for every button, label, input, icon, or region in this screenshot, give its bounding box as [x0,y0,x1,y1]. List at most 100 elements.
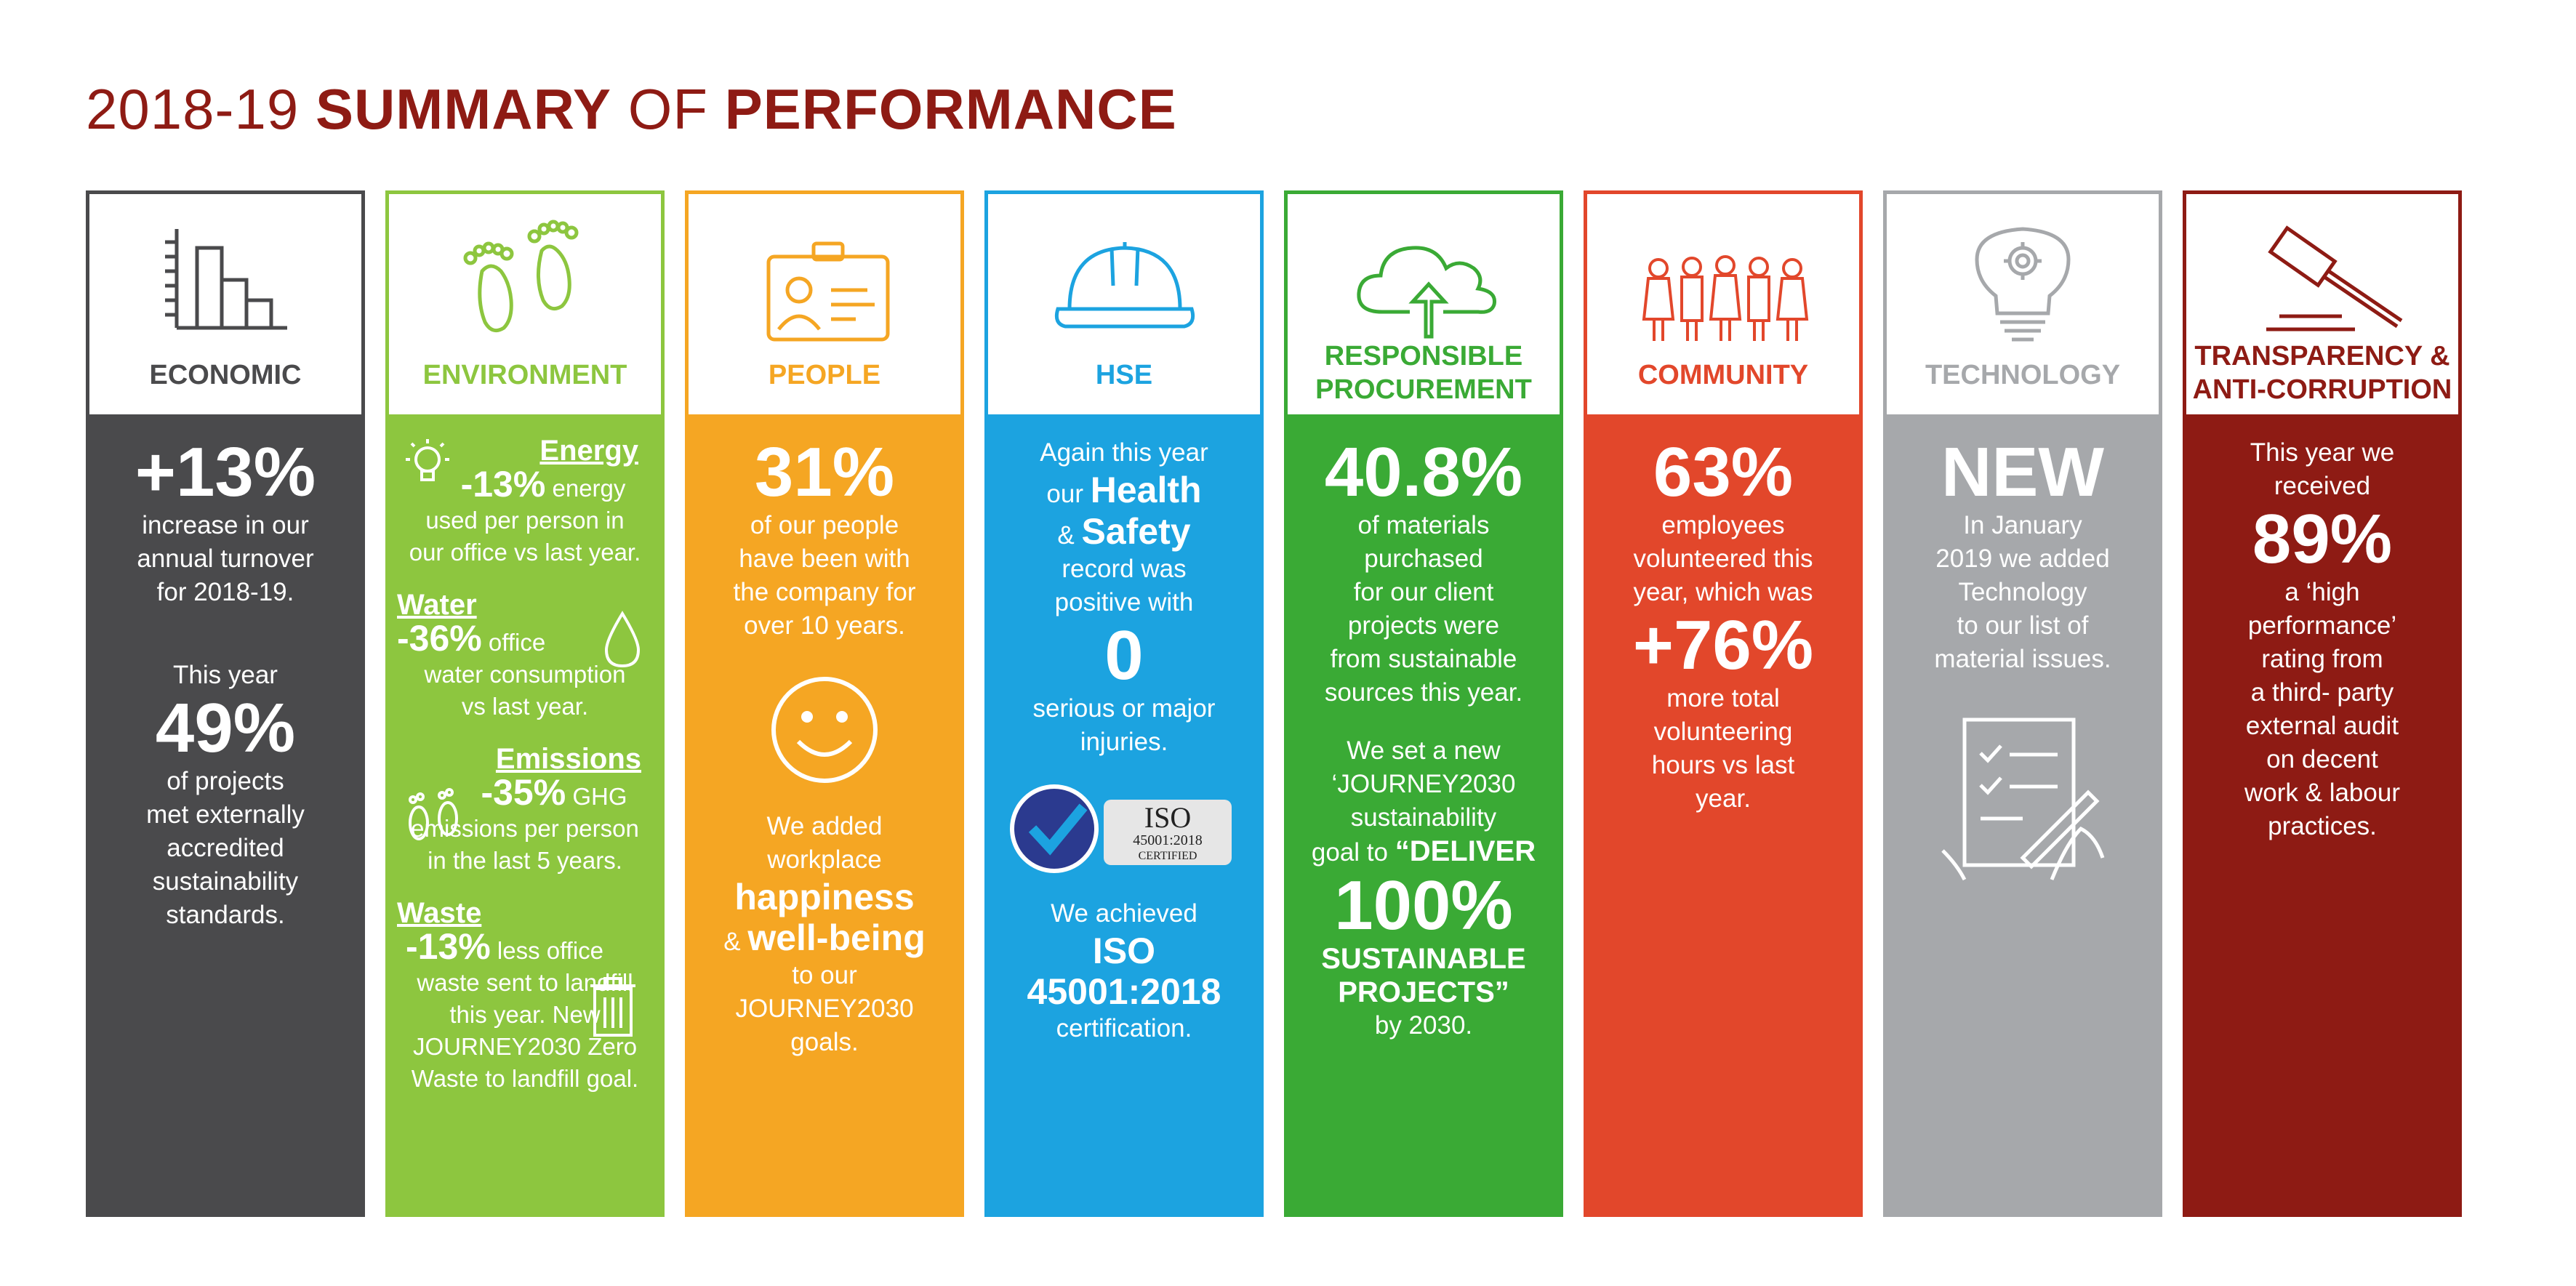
procurement-text: purchased [1364,544,1483,573]
transparency-body: This year we received 89% a ‘high perfor… [2183,414,2462,1217]
emissions-text: in the last 5 years. [428,847,622,874]
environment-label: ENVIRONMENT [422,360,627,390]
people-text: of our people [750,511,899,539]
column-people: PEOPLE 31% of our people have been with … [685,190,964,1217]
water-value: -36% [397,618,482,659]
economic-label: ECONOMIC [149,360,302,390]
community-text: more total [1666,684,1780,712]
technology-text: Technology [1958,578,2087,606]
waste-text: Waste to landfill goal. [411,1065,639,1092]
iso-mark-text: ISO [1144,801,1191,834]
people-body: 31% of our people have been with the com… [685,414,964,1217]
transparency-text: rating from [2261,645,2383,673]
procurement-body: 40.8% of materials purchased for our cli… [1284,414,1563,1217]
transparency-text: a ‘high [2284,578,2360,606]
technology-text: In January [1963,511,2082,539]
energy-heading: Energy [539,435,638,467]
community-hours-value: +76% [1632,606,1814,684]
people-happiness-text: happiness [734,877,915,917]
title-year: 2018-19 [86,77,300,141]
people-text: We added [766,812,883,840]
procurement-text: from sustainable [1330,645,1517,673]
waste-value: -13% [406,926,491,967]
people-text: over 10 years. [744,611,905,640]
community-text: year. [1696,784,1751,813]
environment-header: ENVIRONMENT [385,190,665,414]
column-procurement: RESPONSIBLE PROCUREMENT 40.8% of materia… [1284,190,1563,1217]
community-text: employees [1661,511,1785,539]
technology-label: TECHNOLOGY [1925,360,2121,390]
transparency-label-line2: ANTI-CORRUPTION [2192,374,2452,405]
economic-projects-value: 49% [155,689,296,767]
procurement-label-line2: PROCUREMENT [1315,374,1532,405]
hse-text: serious or major [1032,694,1216,723]
people-text: the company for [733,578,916,606]
economic-turnover-value: +13% [135,433,316,511]
procurement-deliver-text: “DELIVER [1395,835,1536,867]
people-label: PEOPLE [768,360,881,390]
transparency-text: a third- party [2250,678,2394,707]
transparency-text: This year we [2250,438,2395,467]
waste-text: JOURNEY2030 Zero [412,1033,638,1060]
hard-hat-icon [1054,242,1195,329]
column-environment: ENVIRONMENT Energy -13% energy used per … [385,190,665,1217]
economic-text: annual turnover [137,544,314,573]
people-text: & [723,928,741,956]
energy-text: used per person in [425,507,625,534]
hse-header: HSE [984,190,1264,414]
bar-chart-icon [165,229,287,330]
transparency-header: TRANSPARENCY & ANTI-CORRUPTION [2183,190,2462,414]
hse-text: We achieved [1051,899,1197,928]
waste-text: this year. New [449,1001,601,1028]
community-text: year, which was [1633,578,1813,606]
hse-text: injuries. [1080,728,1168,756]
transparency-text: external audit [2245,712,2399,740]
procurement-projects-text: PROJECTS” [1338,976,1509,1008]
water-text: office [488,629,546,656]
procurement-materials-value: 40.8% [1324,433,1523,511]
hse-text: & [1057,521,1075,550]
lightbulb-icon [406,439,449,481]
procurement-header: RESPONSIBLE PROCUREMENT [1284,190,1563,414]
economic-text: sustainability [152,867,299,896]
transparency-text: work & labour [2244,779,2400,807]
economic-text: This year [173,661,278,689]
hse-body: Again this year our Health & Safety reco… [984,414,1264,1217]
environment-body: Energy -13% energy used per person in ou… [385,414,665,1217]
economic-text: met externally [146,800,305,829]
water-heading: Water [397,589,477,621]
community-text: volunteering [1653,718,1793,746]
hse-iso-text: ISO [1092,931,1156,971]
economic-header: ECONOMIC [86,190,365,414]
emissions-value: -35% [481,772,566,813]
gavel-icon [2266,225,2403,331]
title-word-performance: PERFORMANCE [724,77,1177,141]
title-word-summary: SUMMARY [315,77,612,141]
technology-text: 2019 we added [1935,544,2110,573]
emissions-text: emissions per person [411,815,639,842]
technology-body: NEW In January 2019 we added Technology … [1883,414,2162,1217]
community-volunteer-value: 63% [1653,433,1794,511]
people-wellbeing-text: well-being [747,917,926,958]
hse-label: HSE [1095,360,1153,390]
footprints-icon [463,220,579,333]
community-label: COMMUNITY [1637,360,1809,390]
page-title: 2018-19 SUMMARY OF PERFORMANCE [86,76,1177,142]
waste-text: waste sent to landfill [417,969,633,996]
hse-text: positive with [1054,588,1194,616]
procurement-text: sources this year. [1324,678,1523,707]
iso-certified-text: CERTIFIED [1139,850,1197,862]
hse-iso-number-text: 45001:2018 [1027,971,1221,1012]
cloud-upload-icon [1357,246,1497,339]
water-text: water consumption [424,661,626,688]
people-tenure-value: 31% [754,433,895,511]
procurement-text: goal to [1311,838,1388,867]
iso-number-text: 45001:2018 [1133,832,1203,848]
hse-health-text: Health [1090,470,1202,510]
energy-value: -13% [460,464,546,505]
community-text: volunteered this [1633,544,1813,573]
hse-text: Again this year [1040,438,1208,467]
lightbulb-gear-icon [1975,227,2071,342]
column-hse: HSE Again this year our Health & Safety … [984,190,1264,1217]
energy-text: energy [552,475,626,502]
